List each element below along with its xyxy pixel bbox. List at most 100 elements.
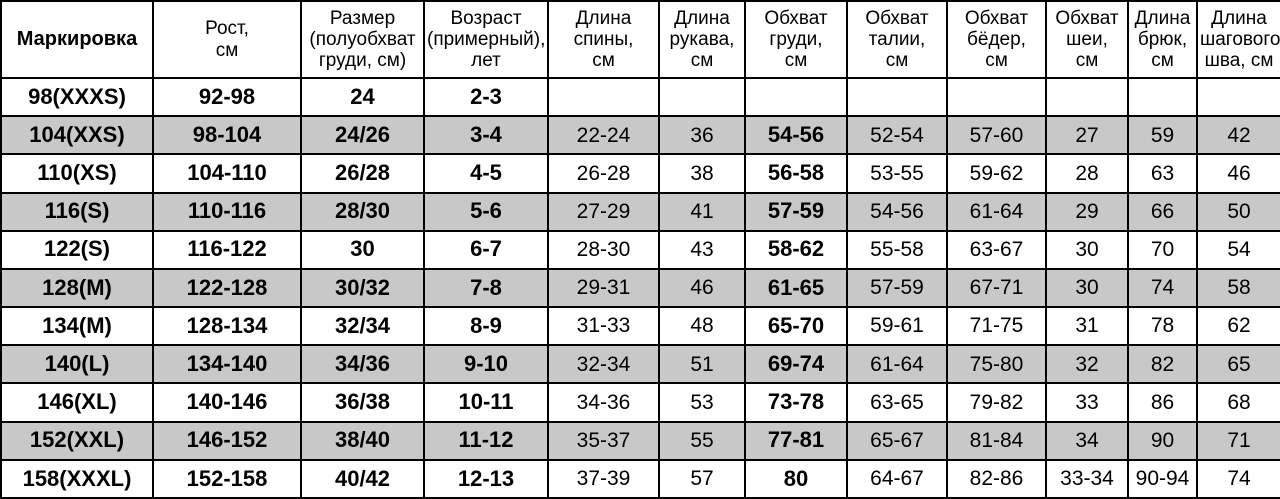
table-row: 152(XXL) 146-152 38/40 11-12 35-37 55 77-81 65-… — [0, 420, 1280, 461]
cell-neck: 30 — [1045, 267, 1129, 309]
cell-sleeve_len: 53 — [658, 382, 746, 423]
column-header-back_len: Длина спины, см — [547, 0, 660, 79]
cell-back_len: 31-33 — [547, 306, 660, 347]
cell-marking: 98(XXXS) — [0, 76, 154, 118]
cell-back_len: 22-24 — [547, 115, 660, 156]
cell-hips: 75-80 — [946, 344, 1047, 385]
cell-trouser_len: 63 — [1127, 153, 1198, 194]
cell-waist: 63-65 — [846, 382, 948, 423]
cell-size: 30/32 — [300, 267, 425, 309]
cell-sleeve_len — [658, 76, 746, 118]
cell-age: 12-13 — [423, 458, 549, 499]
cell-size: 40/42 — [300, 458, 425, 499]
cell-sleeve_len: 46 — [658, 267, 746, 309]
cell-hips: 81-84 — [946, 420, 1047, 461]
table-header: Маркировка Рост, см Размер (полуобхват груди,… — [0, 0, 1280, 79]
cell-inseam: 65 — [1196, 344, 1280, 385]
table-row: 122(S) 116-122 30 6-7 28-30 43 58-62 55-58 63-67… — [0, 229, 1280, 270]
column-header-age: Возраст (примерный), лет — [423, 0, 549, 79]
table-row: 104(XXS) 98-104 24/26 3-4 22-24 36 54-56 52-54 5… — [0, 115, 1280, 156]
cell-waist: 55-58 — [846, 229, 948, 270]
cell-hips: 59-62 — [946, 153, 1047, 194]
cell-hips: 79-82 — [946, 382, 1047, 423]
cell-back_len: 35-37 — [547, 420, 660, 461]
header-row: Маркировка Рост, см Размер (полуобхват груди,… — [0, 0, 1280, 79]
cell-chest: 58-62 — [744, 229, 848, 270]
cell-inseam: 42 — [1196, 115, 1280, 156]
cell-height: 152-158 — [152, 458, 302, 499]
cell-height: 146-152 — [152, 420, 302, 461]
table-row: 134(M) 128-134 32/34 8-9 31-33 48 65-70 59-61 71… — [0, 306, 1280, 347]
cell-back_len: 37-39 — [547, 458, 660, 499]
cell-height: 92-98 — [152, 76, 302, 118]
table-row: 128(M) 122-128 30/32 7-8 29-31 46 61-65 57-59 67… — [0, 267, 1280, 309]
cell-neck: 29 — [1045, 191, 1129, 232]
column-header-inseam: Длина шагового шва, см — [1196, 0, 1280, 79]
cell-size: 24 — [300, 76, 425, 118]
cell-chest: 61-65 — [744, 267, 848, 309]
cell-age: 2-3 — [423, 76, 549, 118]
table-row: 140(L) 134-140 34/36 9-10 32-34 51 69-74 61-64 7… — [0, 344, 1280, 385]
cell-marking: 140(L) — [0, 344, 154, 385]
cell-neck: 33-34 — [1045, 458, 1129, 499]
cell-sleeve_len: 38 — [658, 153, 746, 194]
cell-neck: 30 — [1045, 229, 1129, 270]
cell-height: 98-104 — [152, 115, 302, 156]
cell-hips — [946, 76, 1047, 118]
cell-sleeve_len: 48 — [658, 306, 746, 347]
cell-marking: 116(S) — [0, 191, 154, 232]
cell-age: 7-8 — [423, 267, 549, 309]
cell-trouser_len: 74 — [1127, 267, 1198, 309]
cell-size: 30 — [300, 229, 425, 270]
cell-chest — [744, 76, 848, 118]
cell-trouser_len: 78 — [1127, 306, 1198, 347]
column-header-neck: Обхват шеи, см — [1045, 0, 1129, 79]
cell-inseam — [1196, 76, 1280, 118]
cell-waist: 64-67 — [846, 458, 948, 499]
column-header-trouser_len: Длина брюк, см — [1127, 0, 1198, 79]
cell-back_len — [547, 76, 660, 118]
cell-inseam: 50 — [1196, 191, 1280, 232]
table-row: 116(S) 110-116 28/30 5-6 27-29 41 57-59 54-56 61… — [0, 191, 1280, 232]
cell-size: 28/30 — [300, 191, 425, 232]
column-header-hips: Обхват бёдер, см — [946, 0, 1047, 79]
cell-neck — [1045, 76, 1129, 118]
cell-sleeve_len: 51 — [658, 344, 746, 385]
cell-trouser_len: 66 — [1127, 191, 1198, 232]
cell-size: 32/34 — [300, 306, 425, 347]
cell-waist: 54-56 — [846, 191, 948, 232]
cell-inseam: 54 — [1196, 229, 1280, 270]
column-header-sleeve_len: Длина рукава, см — [658, 0, 746, 79]
cell-size: 36/38 — [300, 382, 425, 423]
cell-chest: 56-58 — [744, 153, 848, 194]
cell-age: 4-5 — [423, 153, 549, 194]
cell-age: 8-9 — [423, 306, 549, 347]
cell-hips: 82-86 — [946, 458, 1047, 499]
cell-back_len: 28-30 — [547, 229, 660, 270]
cell-age: 10-11 — [423, 382, 549, 423]
cell-height: 134-140 — [152, 344, 302, 385]
cell-waist — [846, 76, 948, 118]
cell-waist: 53-55 — [846, 153, 948, 194]
cell-hips: 61-64 — [946, 191, 1047, 232]
cell-age: 9-10 — [423, 344, 549, 385]
cell-hips: 67-71 — [946, 267, 1047, 309]
cell-waist: 52-54 — [846, 115, 948, 156]
cell-inseam: 58 — [1196, 267, 1280, 309]
cell-chest: 69-74 — [744, 344, 848, 385]
column-header-height: Рост, см — [152, 0, 302, 79]
cell-inseam: 62 — [1196, 306, 1280, 347]
cell-marking: 134(M) — [0, 306, 154, 347]
cell-neck: 32 — [1045, 344, 1129, 385]
cell-chest: 65-70 — [744, 306, 848, 347]
cell-age: 6-7 — [423, 229, 549, 270]
cell-neck: 31 — [1045, 306, 1129, 347]
cell-trouser_len: 86 — [1127, 382, 1198, 423]
cell-chest: 80 — [744, 458, 848, 499]
cell-size: 38/40 — [300, 420, 425, 461]
cell-marking: 128(M) — [0, 267, 154, 309]
column-header-size: Размер (полуобхват груди, см) — [300, 0, 425, 79]
cell-chest: 54-56 — [744, 115, 848, 156]
cell-size: 24/26 — [300, 115, 425, 156]
cell-age: 5-6 — [423, 191, 549, 232]
